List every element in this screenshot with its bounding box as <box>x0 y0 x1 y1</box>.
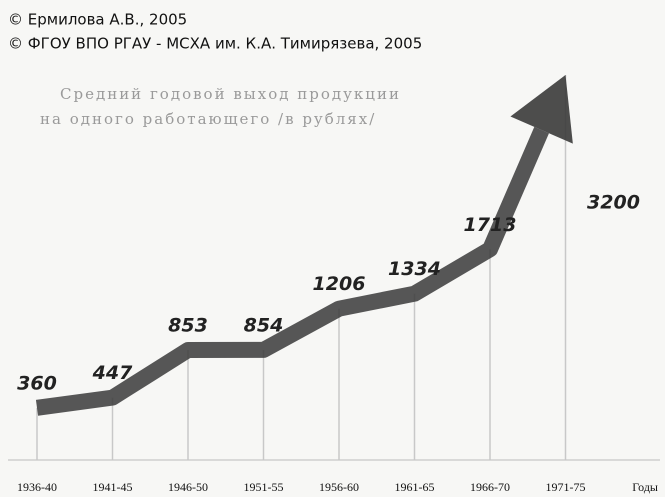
value-label: 3200 <box>587 192 640 214</box>
value-label: 1334 <box>388 258 441 280</box>
value-label: 447 <box>92 362 133 384</box>
chart-subtitle: на одного работающего /в рублях/ <box>40 110 376 128</box>
copyright-line: © ФГОУ ВПО РГАУ - МСХА им. К.А. Тимирязе… <box>8 35 422 53</box>
x-tick-label: 1971-75 <box>546 480 586 494</box>
x-tick-label: 1946-50 <box>168 480 208 494</box>
value-label: 1206 <box>313 273 366 295</box>
x-axis-label: Годы <box>632 480 658 494</box>
value-label: 853 <box>168 315 208 337</box>
chart: © Ермилова А.В., 2005 © ФГОУ ВПО РГАУ - … <box>0 0 665 497</box>
value-label: 1713 <box>464 214 517 236</box>
chart-title: Средний годовой выход продукции <box>60 85 401 103</box>
x-tick-label: 1941-45 <box>93 480 133 494</box>
value-label: 360 <box>17 372 57 394</box>
copyright-line: © Ермилова А.В., 2005 <box>8 11 187 29</box>
value-label: 854 <box>244 314 284 336</box>
x-tick-label: 1936-40 <box>17 480 57 494</box>
x-tick-label: 1956-60 <box>319 480 359 494</box>
x-tick-label: 1966-70 <box>470 480 510 494</box>
x-tick-label: 1961-65 <box>395 480 435 494</box>
x-tick-label: 1951-55 <box>244 480 284 494</box>
